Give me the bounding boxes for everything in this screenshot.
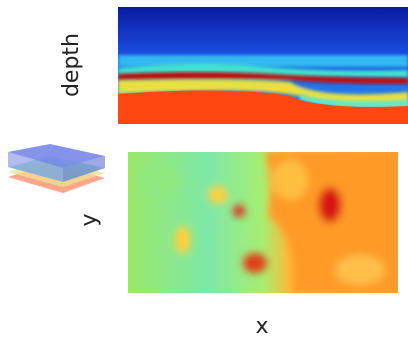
axis-label: y [77,213,102,226]
section-image [118,7,408,124]
map-image [128,152,398,293]
axis-label: x [255,314,268,337]
axis-label: depth [59,33,84,97]
volume-icon [8,144,105,193]
